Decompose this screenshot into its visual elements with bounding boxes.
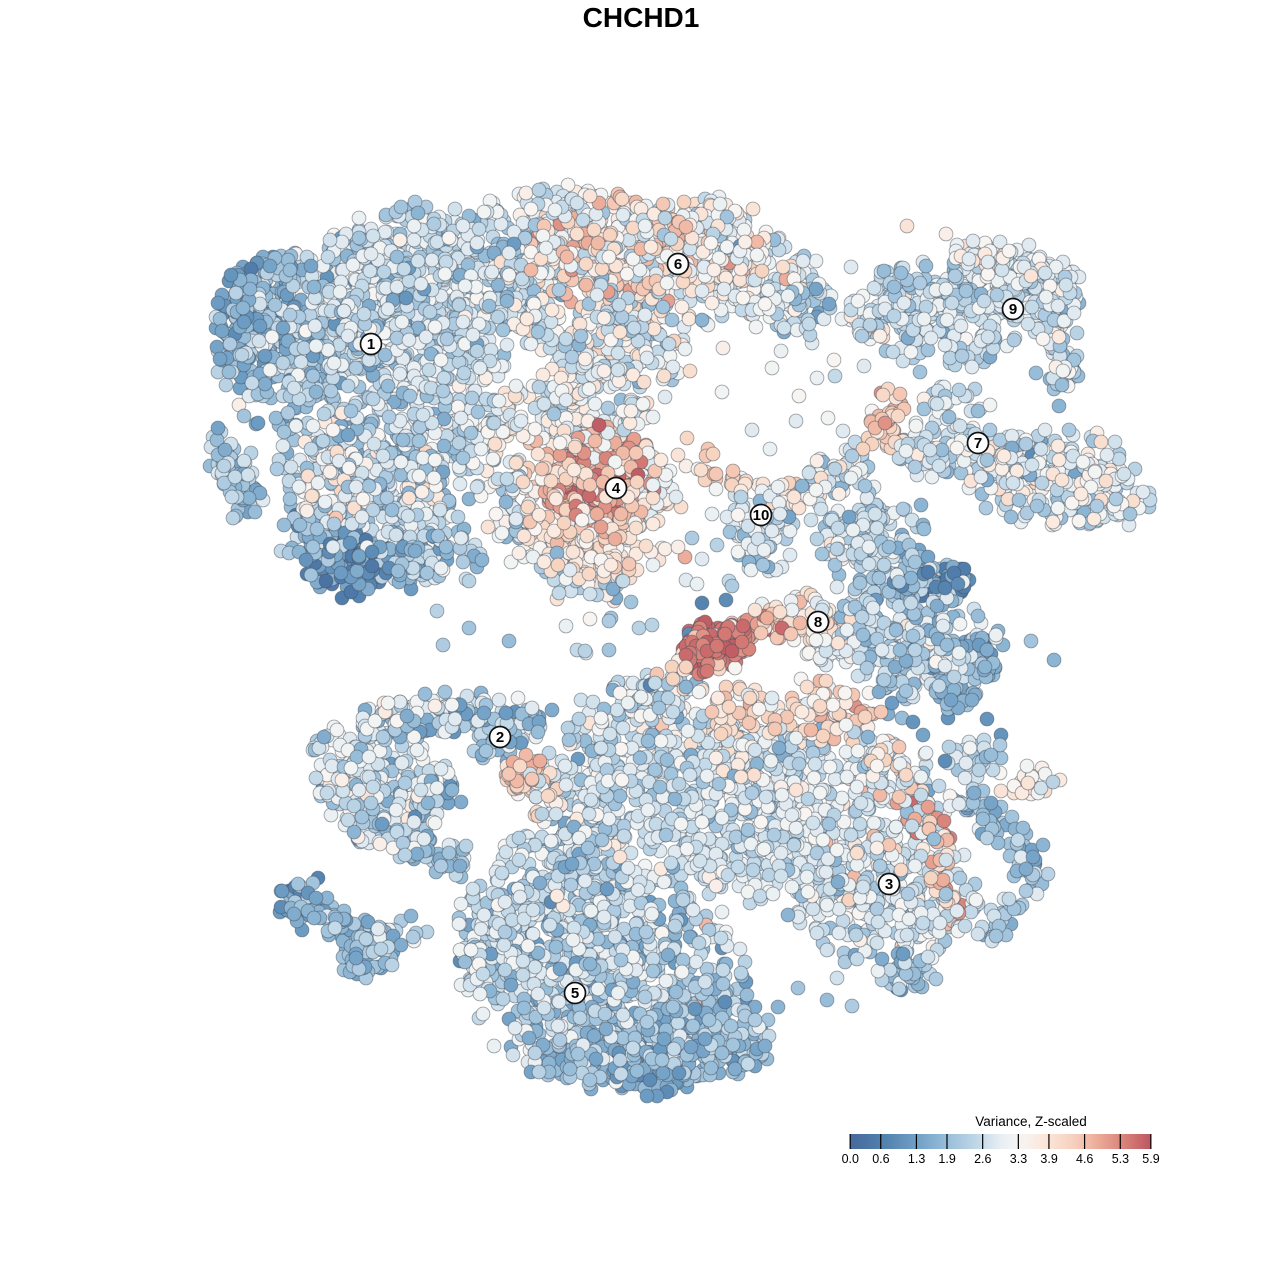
- svg-text:CHCHD1: CHCHD1: [583, 2, 700, 33]
